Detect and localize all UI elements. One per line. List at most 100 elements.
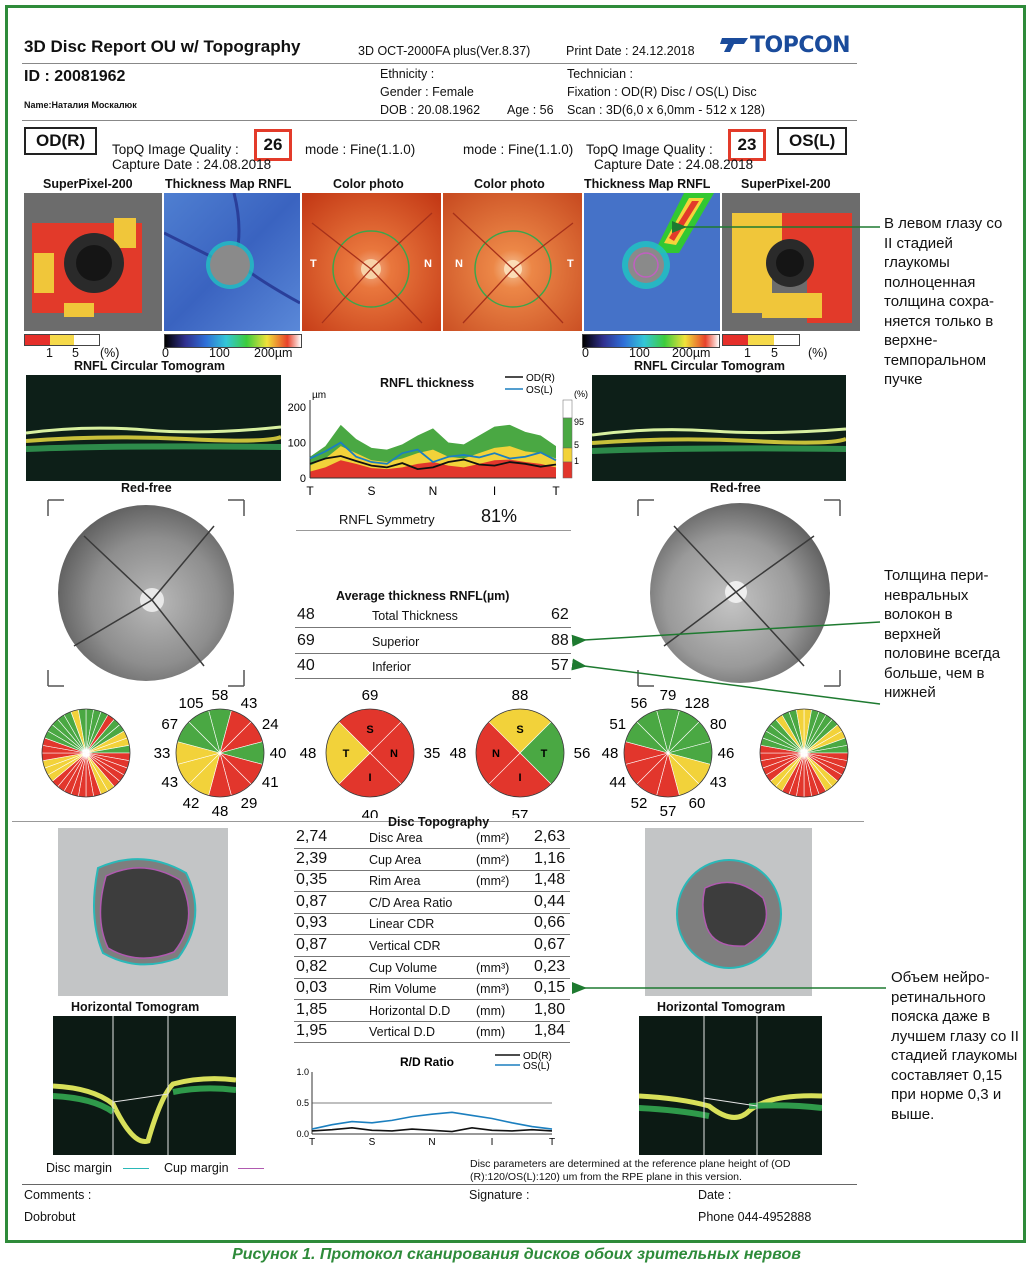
avg-row-label: Total Thickness xyxy=(372,609,458,623)
quad-od-quadrant-value: 40 xyxy=(362,807,379,818)
rnfl-series-line xyxy=(309,441,557,465)
clock-os-value: 43 xyxy=(710,774,727,791)
quad-od-quadrant-value: 69 xyxy=(362,688,379,704)
topo-row-rule xyxy=(294,977,570,979)
quad-od-quadrant-label: N xyxy=(390,748,398,760)
topo-row-label: Cup Volume xyxy=(369,960,438,975)
dob: DOB : 20.08.1962 xyxy=(380,103,481,117)
age: Age : 56 xyxy=(507,103,554,117)
disc-margin-swatch xyxy=(123,1168,149,1169)
od-superpixel-map xyxy=(24,193,162,331)
header-rule xyxy=(22,63,857,64)
clock-os-value: 57 xyxy=(660,803,677,818)
od-horizontal-tomogram xyxy=(53,1016,236,1155)
rnfl-x-tick: S xyxy=(367,484,375,498)
topo-row-label: Vertical D.D xyxy=(369,1025,435,1040)
rnfl-legend-label: OD(R) xyxy=(526,373,555,384)
topo-os-value: 0,15 xyxy=(534,979,566,997)
clock-od-value: 43 xyxy=(241,695,258,712)
os-red-free-image xyxy=(634,496,844,690)
od-horizontal-tomogram-title: Horizontal Tomogram xyxy=(71,1000,200,1014)
topo-row-label: Horizontal D.D xyxy=(369,1003,451,1018)
topo-od-value: 0,93 xyxy=(296,914,328,932)
fixation: Fixation : OD(R) Disc / OS(L) Disc xyxy=(567,85,757,99)
topo-row-label: Rim Volume xyxy=(369,982,437,997)
clock-od-value: 105 xyxy=(178,695,203,712)
rd-x-tick: T xyxy=(549,1137,555,1148)
avg-row-rule xyxy=(295,678,571,679)
clock-od-value: 43 xyxy=(161,774,178,791)
os-thk-100: 100 xyxy=(629,346,650,360)
od-scale-5: 5 xyxy=(72,346,79,360)
avg-od-value: 48 xyxy=(297,606,315,623)
topo-row-rule xyxy=(294,912,570,914)
topo-row-unit: (mm) xyxy=(476,1025,506,1040)
topo-row-unit: (mm²) xyxy=(476,831,510,845)
topo-od-value: 0,82 xyxy=(296,957,328,975)
rd-chart-title: R/D Ratio xyxy=(400,1055,454,1069)
patient-name: Name:Наталия Москалюк xyxy=(24,100,137,110)
od-capture-date: Capture Date : 24.08.2018 xyxy=(112,157,272,172)
quad-od-quadrant-value: 35 xyxy=(424,745,441,762)
topo-row-rule xyxy=(294,869,570,871)
quad-od-quadrant-label: T xyxy=(343,748,350,760)
clock-os-value: 60 xyxy=(689,795,706,812)
clock-os-value: 56 xyxy=(631,695,648,712)
rd-series-line xyxy=(311,1111,553,1130)
od-thk-100: 100 xyxy=(209,346,230,360)
rnfl-percentile-label: 5 xyxy=(574,440,579,450)
od-quality-label: TopQ Image Quality : xyxy=(112,142,239,157)
os-color-photo-title: Color photo xyxy=(474,177,545,191)
cup-margin-label: Cup margin xyxy=(164,1161,229,1175)
topo-row-unit: (mm²) xyxy=(476,874,510,889)
os-percent-scale xyxy=(722,334,800,346)
clock-os-value: 52 xyxy=(631,795,648,812)
topo-od-value: 1,85 xyxy=(296,1000,328,1018)
topo-row-unit: (mm³) xyxy=(476,960,510,975)
topo-od-value: 0,87 xyxy=(296,936,328,953)
report-title: 3D Disc Report OU w/ Topography xyxy=(24,37,301,56)
os-thickness-map xyxy=(584,193,720,331)
rnfl-x-tick: T xyxy=(552,484,560,498)
ethnicity: Ethnicity : xyxy=(380,67,435,81)
rnfl-x-tick: N xyxy=(429,484,438,498)
rnfl-chart-title: RNFL thickness xyxy=(380,376,475,390)
quad-od-quadrant-label: I xyxy=(368,772,371,784)
avg-row-rule xyxy=(295,652,571,654)
topo-row-rule xyxy=(294,999,570,1001)
quad-os-quadrant-label: S xyxy=(516,724,523,736)
header-rule-2 xyxy=(22,120,857,121)
topo-row-rule xyxy=(294,956,570,957)
section-divider xyxy=(12,821,864,822)
clock-od-value: 42 xyxy=(183,795,200,812)
clock-os-value: 48 xyxy=(602,745,619,762)
os-horizontal-tomogram xyxy=(639,1016,822,1155)
disc-topography-title: Disc Topography xyxy=(388,815,490,829)
rnfl-percentile-label: (%) xyxy=(574,389,588,399)
print-date: Print Date : 24.12.2018 xyxy=(566,44,695,58)
od-thickness-map-title: Thickness Map RNFL xyxy=(165,177,292,191)
rd-legend-label: OD(R) xyxy=(523,1051,552,1062)
signature-label: Signature : xyxy=(469,1188,530,1202)
avg-os-value: 57 xyxy=(551,657,569,674)
cup-margin-swatch xyxy=(238,1168,264,1169)
clock-os-value: 128 xyxy=(684,695,709,712)
clinic-phone: Phone 044-4952888 xyxy=(698,1210,812,1224)
rd-legend-label: OS(L) xyxy=(523,1061,550,1072)
topo-row-unit: (mm³) xyxy=(476,982,510,997)
od-red-free-image xyxy=(44,496,248,690)
clock-os-value: 46 xyxy=(718,745,735,762)
technician: Technician : xyxy=(567,67,634,81)
od-thickness-map xyxy=(164,193,300,331)
od-scale-1: 1 xyxy=(46,346,53,360)
os-scale-1: 1 xyxy=(744,346,751,360)
topo-row-unit: (mm²) xyxy=(476,852,510,867)
od-disc-topography-image xyxy=(58,828,228,996)
scan-info: Scan : 3D(6,0 x 6,0mm - 512 x 128) xyxy=(567,103,766,117)
topo-row-label: Cup Area xyxy=(369,852,422,867)
figure-caption: Рисунок 1. Протокол сканирования дисков … xyxy=(232,1246,801,1263)
annotation-2: Толщина пери-невральных волокон в верхне… xyxy=(884,567,1001,701)
brand-name: TOPCON xyxy=(750,33,851,58)
os-superpixel-title: SuperPixel-200 xyxy=(741,177,831,191)
od-mode: mode : Fine(1.1.0) xyxy=(305,142,416,157)
